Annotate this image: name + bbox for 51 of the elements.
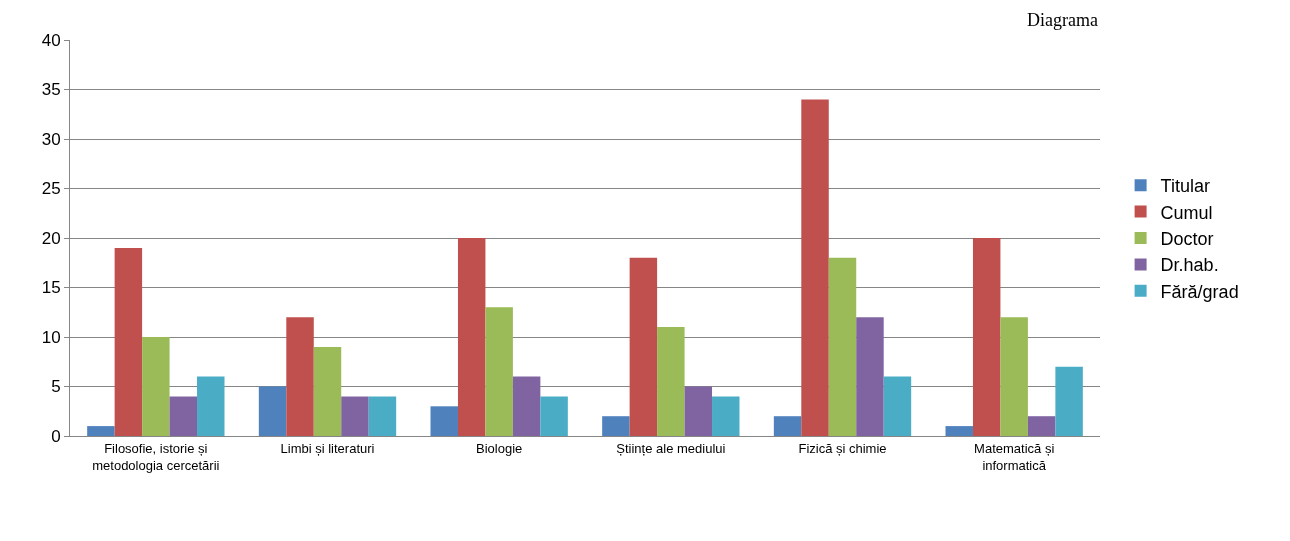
bar <box>972 238 1001 436</box>
bar <box>629 257 658 436</box>
bar <box>856 317 884 436</box>
text: Diagrama <box>1027 10 1098 30</box>
bar <box>1027 416 1056 436</box>
y-tick-label: 30 <box>41 129 61 149</box>
bar <box>540 396 568 436</box>
bar <box>430 406 458 436</box>
x-tick-label: Biologie <box>476 440 523 456</box>
bar <box>602 416 630 436</box>
bar <box>341 396 369 436</box>
y-tick-label: 5 <box>51 377 61 397</box>
bar <box>945 426 973 436</box>
bar <box>828 257 857 436</box>
x-tick-label: Științe ale mediului <box>616 440 726 456</box>
legend-label: Dr.hab. <box>1160 255 1219 276</box>
bar <box>712 396 740 436</box>
y-tick-label: 40 <box>41 30 61 50</box>
legend-label: Titular <box>1160 176 1210 197</box>
bar <box>457 238 486 436</box>
bar <box>512 376 541 436</box>
y-tick-label: 10 <box>41 327 61 347</box>
bar <box>368 396 397 436</box>
bar <box>87 426 115 436</box>
bar <box>313 346 342 436</box>
bar <box>801 99 829 436</box>
bar <box>1055 366 1083 436</box>
x-tick-label: Matematică și informatică <box>974 440 1055 473</box>
y-tick-label: 20 <box>41 228 61 248</box>
bar <box>1000 317 1028 436</box>
y-tick-label: 0 <box>51 426 61 446</box>
x-tick-label: Limbi și literaturi <box>280 440 375 456</box>
bar <box>142 337 170 436</box>
bar <box>485 307 513 436</box>
y-tick-label: 25 <box>41 179 61 199</box>
legend-label: Doctor <box>1160 229 1214 250</box>
bar <box>657 327 685 436</box>
x-tick-label: Fizică și chimie <box>798 440 887 456</box>
bar <box>197 376 225 436</box>
bar <box>114 247 143 436</box>
bar <box>684 386 713 436</box>
bar <box>883 376 912 436</box>
y-tick-label: 15 <box>41 278 61 298</box>
x-tick-label: Filosofie, istorie și metodologia cercetării <box>92 440 220 473</box>
bar <box>169 396 198 436</box>
bar <box>258 386 287 436</box>
bar <box>773 416 802 436</box>
legend-label: Cumul <box>1160 202 1213 223</box>
y-tick-label: 35 <box>41 80 61 100</box>
legend-label: Fără/grad <box>1160 281 1239 302</box>
bar <box>286 317 314 436</box>
